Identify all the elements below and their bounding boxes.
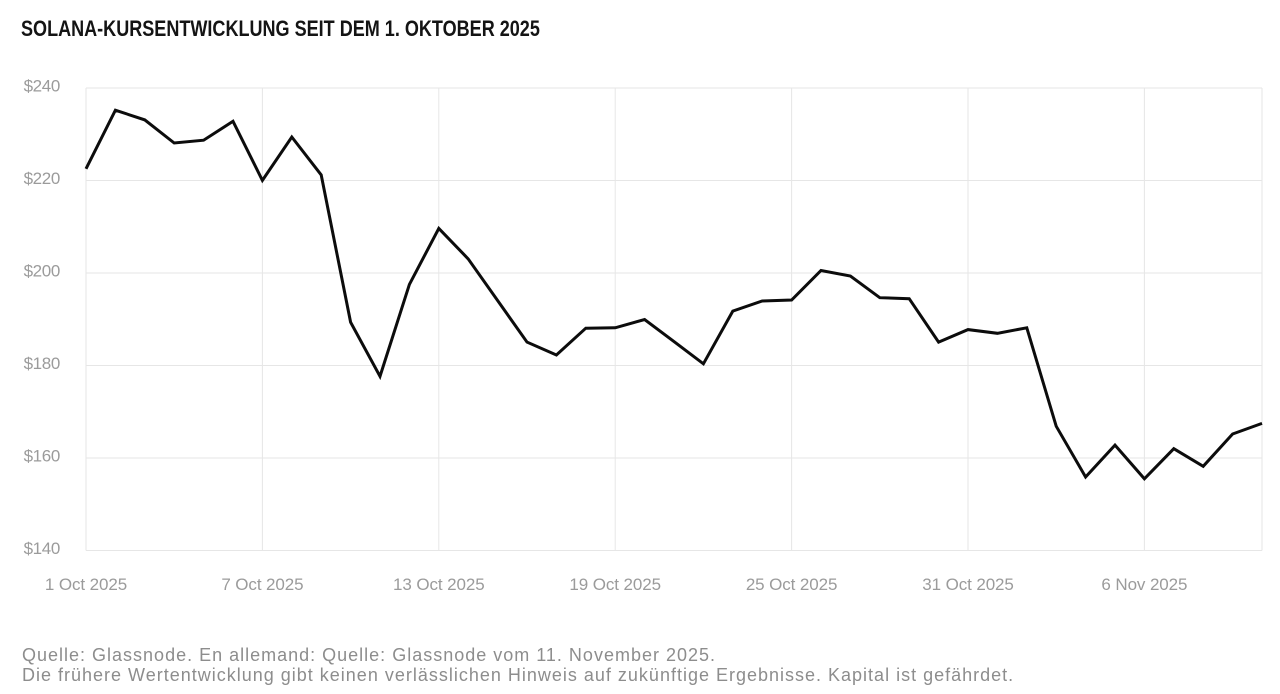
svg-text:6 Nov 2025: 6 Nov 2025 <box>1101 575 1187 594</box>
svg-text:19 Oct 2025: 19 Oct 2025 <box>569 575 661 594</box>
svg-text:$200: $200 <box>24 262 60 281</box>
svg-text:$160: $160 <box>24 447 60 466</box>
svg-text:$180: $180 <box>24 354 60 373</box>
svg-text:$140: $140 <box>24 539 60 558</box>
svg-text:25 Oct 2025: 25 Oct 2025 <box>746 575 838 594</box>
svg-text:13 Oct 2025: 13 Oct 2025 <box>393 575 485 594</box>
svg-text:31 Oct 2025: 31 Oct 2025 <box>922 575 1014 594</box>
svg-text:1 Oct 2025: 1 Oct 2025 <box>45 575 127 594</box>
svg-text:$240: $240 <box>24 77 60 96</box>
svg-text:$220: $220 <box>24 169 60 188</box>
svg-text:7 Oct 2025: 7 Oct 2025 <box>221 575 303 594</box>
